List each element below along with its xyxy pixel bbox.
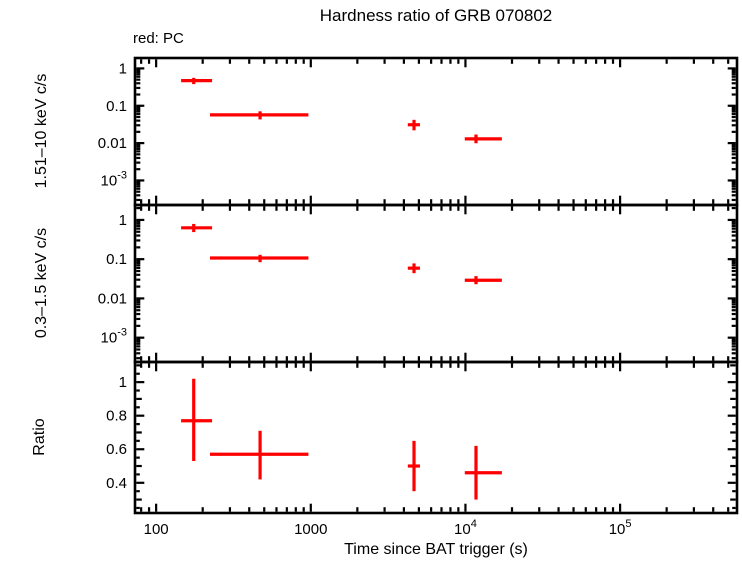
y-tick-label: 0.01 — [98, 290, 127, 307]
y-tick-label: 1 — [119, 212, 127, 229]
y-tick-label: 0.1 — [106, 98, 127, 115]
data-point — [407, 263, 420, 274]
y-axis-title-hard: 1.51–10 keV c/s — [33, 73, 50, 189]
x-tick-label: 1000 — [294, 521, 327, 538]
data-point — [210, 111, 309, 120]
data-point — [181, 77, 213, 85]
tick-label-superscript: 5 — [625, 518, 631, 530]
tick-label-superscript: -3 — [117, 327, 127, 339]
panel-frame — [133, 360, 739, 515]
y-tick-label: 0.8 — [106, 408, 127, 425]
data-point — [210, 430, 309, 480]
tick-label-superscript: -3 — [117, 169, 127, 181]
tick-label-superscript: 4 — [471, 518, 477, 530]
x-axis-title: Time since BAT trigger (s) — [344, 541, 528, 558]
x-tick-label: 105 — [609, 518, 632, 538]
panel-frame — [133, 203, 739, 364]
panel-ratio: 1 0.8 0.6 0.4 — [106, 360, 739, 515]
y-tick-label: 1 — [119, 374, 127, 391]
x-tick-label: 100 — [144, 521, 169, 538]
data-point — [464, 134, 502, 144]
y-axis-title-soft: 0.3–1.5 keV c/s — [33, 227, 50, 339]
y-axis-title-ratio: Ratio — [31, 418, 48, 456]
data-point — [407, 119, 420, 131]
y-tick-label: 0.01 — [98, 135, 127, 152]
y-tick-label: 1 — [119, 60, 127, 77]
data-point — [181, 223, 213, 233]
panel-soft: 1 0.1 0.01 10-3 — [98, 203, 739, 364]
y-tick-label: 10-3 — [101, 327, 127, 347]
panel-hard: 1 0.1 0.01 10-3 — [98, 56, 739, 207]
y-tick-label: 0.1 — [106, 251, 127, 268]
data-point — [210, 254, 309, 263]
data-point — [407, 440, 420, 492]
data-point — [464, 445, 502, 500]
y-tick-label: 0.6 — [106, 441, 127, 458]
x-tick-label: 104 — [454, 518, 477, 538]
data-point — [181, 378, 213, 461]
y-tick-label: 10-3 — [101, 169, 127, 189]
y-tick-label: 0.4 — [106, 475, 127, 492]
data-point — [464, 276, 502, 285]
panel-frame — [133, 56, 739, 207]
figure-title: Hardness ratio of GRB 070802 — [319, 6, 553, 25]
legend-label: red: PC — [133, 30, 184, 47]
